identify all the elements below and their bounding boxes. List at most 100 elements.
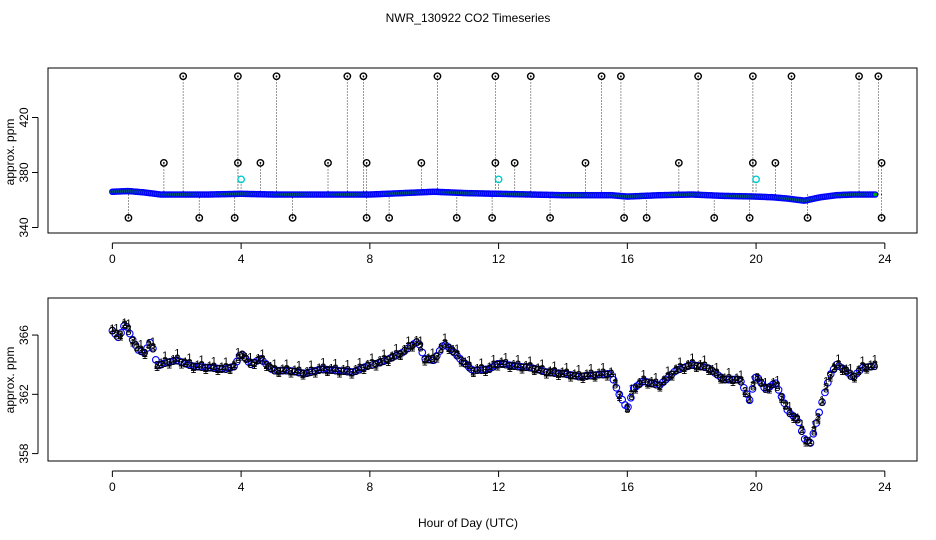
series-1-label: 1 <box>219 361 225 373</box>
series-2-label: 2 <box>738 374 744 386</box>
series-3-point <box>427 355 435 364</box>
series-3-point <box>771 379 780 388</box>
series-3-label: 3 <box>819 397 825 409</box>
series-2-label: 2 <box>495 360 501 372</box>
series-3-label: 3 <box>434 351 440 363</box>
series-1-label: 1 <box>162 350 168 362</box>
series-3-label: 3 <box>730 375 736 387</box>
series-3-point <box>595 370 603 379</box>
series-1-label: 1 <box>572 368 578 380</box>
series-2-label: 2 <box>312 367 318 379</box>
series-1-label: 1 <box>519 364 525 376</box>
series-3-label: 3 <box>332 365 338 377</box>
series-1-label: 1 <box>758 375 764 387</box>
series-3-label: 3 <box>491 361 497 373</box>
series-3-label: 3 <box>365 361 371 373</box>
series-1-label: 1 <box>555 371 561 383</box>
series-2-label: 2 <box>576 369 582 381</box>
series-2-label: 2 <box>474 364 480 376</box>
series-3-point <box>566 371 574 379</box>
high-flag-dot <box>877 75 880 78</box>
series-2-label: 2 <box>422 355 428 367</box>
series-2-label: 2 <box>754 372 760 384</box>
series-3-label: 3 <box>296 367 302 379</box>
series-3-point <box>812 419 821 427</box>
low-flag-dot <box>623 216 626 219</box>
series-3-label: 3 <box>470 366 476 378</box>
series-1-label: 1 <box>697 359 703 371</box>
series-3-point <box>728 375 737 384</box>
series-3-point <box>296 368 305 377</box>
bottom-x-tick-label: 4 <box>238 480 245 494</box>
series-3-label: 3 <box>178 357 184 369</box>
series-1-label: 1 <box>612 372 618 384</box>
series-2-label: 2 <box>685 360 691 372</box>
low-flag-marker <box>288 213 297 222</box>
series-3-label: 3 <box>576 371 582 383</box>
series-1-label: 1 <box>276 368 282 380</box>
series-3-point <box>606 369 615 378</box>
series-1-label: 1 <box>235 346 241 358</box>
series-3-point <box>522 363 531 372</box>
high-flag-dot <box>346 75 349 78</box>
series-2-label: 2 <box>628 389 634 401</box>
series-3-label: 3 <box>839 363 845 375</box>
series-3-label: 3 <box>641 376 647 388</box>
series-2-label: 2 <box>272 363 278 375</box>
series-3-point <box>525 363 534 372</box>
series-3-label: 3 <box>142 347 148 359</box>
series-1-label: 1 <box>454 343 460 355</box>
top-y-axis-label: approx. ppm <box>3 119 17 186</box>
series-1-label: 1 <box>754 374 760 386</box>
series-3-point <box>424 355 432 364</box>
series-2-label: 2 <box>807 437 813 449</box>
series-1-label: 1 <box>709 364 715 376</box>
series-2-label: 2 <box>547 367 553 379</box>
series-3-point <box>334 366 343 375</box>
series-2-label: 2 <box>349 368 355 380</box>
series-1-label: 1 <box>734 372 740 384</box>
series-2-label: 2 <box>835 359 841 371</box>
series-3-point <box>592 371 600 379</box>
mid-flag-dot <box>584 161 587 164</box>
series-3-label: 3 <box>714 369 720 381</box>
series-3-label: 3 <box>267 363 273 375</box>
series-3-label: 3 <box>511 361 517 373</box>
series-2-label: 2 <box>126 324 132 336</box>
series-1-label: 1 <box>831 361 837 373</box>
series-3-point <box>864 363 873 371</box>
series-2-label: 2 <box>819 396 825 408</box>
series-2-label: 2 <box>190 362 196 374</box>
low-flag-marker <box>620 213 629 222</box>
series-3-label: 3 <box>701 362 707 374</box>
series-1-label: 1 <box>791 414 797 426</box>
series-2-label: 2 <box>624 403 630 415</box>
series-1-label: 1 <box>215 366 221 378</box>
series-2-label: 2 <box>653 377 659 389</box>
series-1-label: 1 <box>576 364 582 376</box>
series-2-label: 2 <box>580 372 586 384</box>
series-1-label: 1 <box>693 363 699 375</box>
series-1-label: 1 <box>559 366 565 378</box>
series-3-label: 3 <box>239 349 245 361</box>
mid-flag-marker <box>674 158 683 167</box>
low-flag-marker <box>745 213 754 222</box>
bottom-x-tick-label: 16 <box>621 480 635 494</box>
bottom-x-tick-label: 24 <box>878 480 892 494</box>
series-2-label: 2 <box>564 367 570 379</box>
mid-flag-dot <box>420 161 423 164</box>
series-3-point <box>479 365 487 374</box>
high-flag-marker <box>433 72 442 81</box>
series-3-point <box>125 329 134 338</box>
series-3-label: 3 <box>519 362 525 374</box>
series-1-label: 1 <box>381 348 387 360</box>
series-3-point <box>516 362 525 371</box>
series-3-point <box>204 363 212 372</box>
top-x-tick-label: 24 <box>878 252 892 266</box>
series-2-label: 2 <box>203 363 209 375</box>
mid-flag-dot <box>494 161 497 164</box>
series-3-label: 3 <box>166 357 172 369</box>
series-3-label: 3 <box>203 362 209 374</box>
series-1-label: 1 <box>243 351 249 363</box>
top-x-axis: 0 4 8 12 16 20 24 <box>109 242 892 266</box>
